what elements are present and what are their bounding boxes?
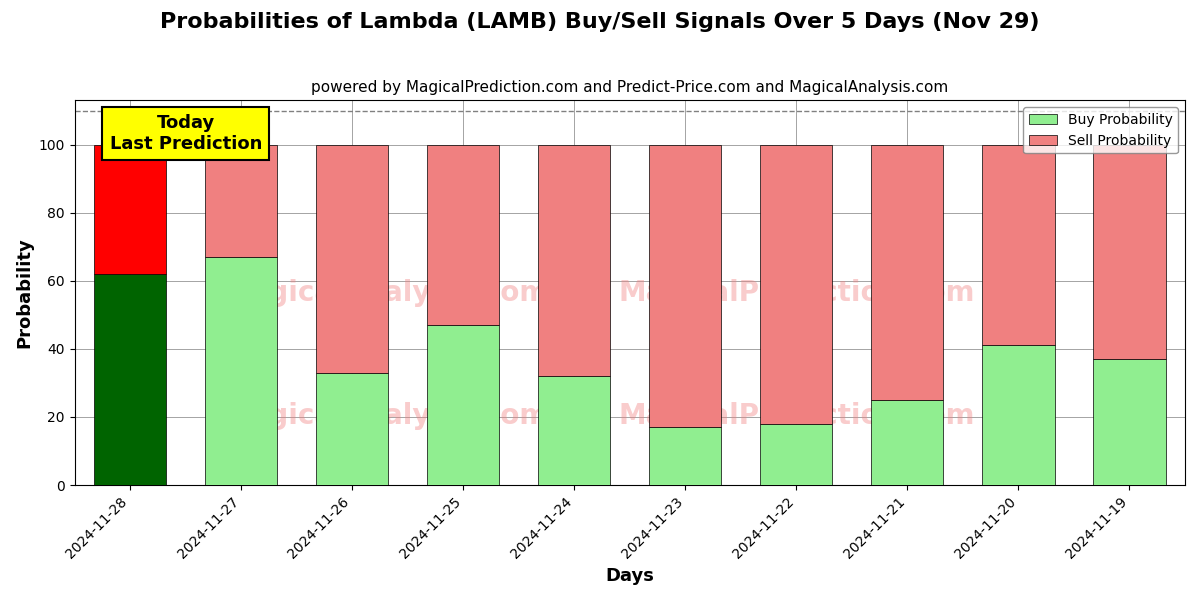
Bar (871, 400, 943, 485)
Y-axis label: Probability: Probability (16, 238, 34, 348)
Bar (983, 346, 1055, 485)
Bar (1093, 145, 1165, 359)
Bar (871, 145, 943, 400)
Text: MagicalAnalysis.com: MagicalAnalysis.com (222, 279, 548, 307)
Text: Today
Last Prediction: Today Last Prediction (109, 114, 262, 153)
Bar (761, 424, 833, 485)
Bar (427, 145, 499, 325)
Text: Probabilities of Lambda (LAMB) Buy/Sell Signals Over 5 Days (Nov 29): Probabilities of Lambda (LAMB) Buy/Sell … (161, 12, 1039, 32)
Text: MagicalPrediction.com: MagicalPrediction.com (618, 402, 974, 430)
Legend: Buy Probability, Sell Probability: Buy Probability, Sell Probability (1024, 107, 1178, 154)
Bar (761, 145, 833, 424)
Bar (205, 145, 277, 257)
Bar (94, 145, 167, 274)
Bar (983, 145, 1055, 346)
Bar (94, 274, 167, 485)
Bar (1093, 359, 1165, 485)
Bar (539, 376, 611, 485)
Text: MagicalAnalysis.com: MagicalAnalysis.com (222, 402, 548, 430)
Bar (316, 145, 389, 373)
Text: MagicalPrediction.com: MagicalPrediction.com (618, 279, 974, 307)
Bar (427, 325, 499, 485)
Bar (649, 145, 721, 427)
Bar (316, 373, 389, 485)
Bar (205, 257, 277, 485)
Title: powered by MagicalPrediction.com and Predict-Price.com and MagicalAnalysis.com: powered by MagicalPrediction.com and Pre… (311, 80, 948, 95)
Bar (539, 145, 611, 376)
Bar (649, 427, 721, 485)
X-axis label: Days: Days (605, 567, 654, 585)
